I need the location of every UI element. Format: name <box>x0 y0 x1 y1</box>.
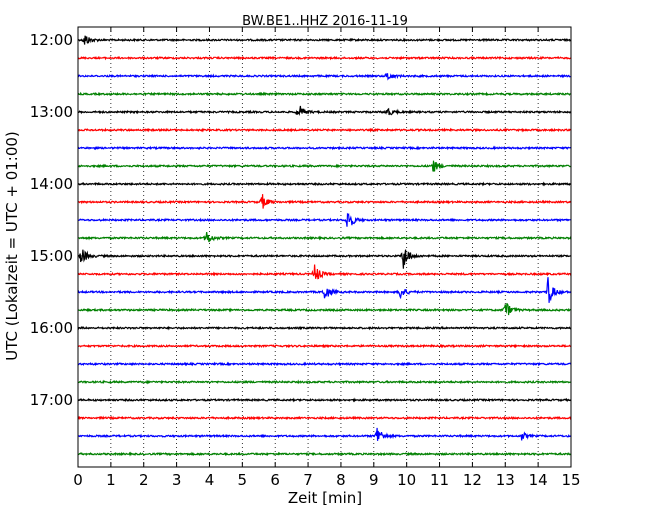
x-tick-label: 1 <box>106 471 116 489</box>
trace-1430 <box>77 212 572 227</box>
x-tick-label: 2 <box>139 471 149 489</box>
x-tick-label: 5 <box>238 471 248 489</box>
x-tick-label: 13 <box>496 471 515 489</box>
y-tick-label: 17:00 <box>30 391 73 409</box>
x-tick-label: 9 <box>369 471 379 489</box>
trace-1415 <box>77 194 572 209</box>
x-tick-label: 11 <box>430 471 449 489</box>
trace-1330 <box>77 145 572 151</box>
x-tick-label: 0 <box>73 471 83 489</box>
trace-1345 <box>77 160 572 172</box>
trace-1700 <box>77 397 572 403</box>
trace-1530 <box>77 277 572 303</box>
trace-1215 <box>77 55 572 61</box>
chart-title: BW.BE1..HHZ 2016-11-19 <box>242 14 408 29</box>
x-tick-label: 15 <box>561 471 580 489</box>
x-tick-label: 4 <box>205 471 215 489</box>
x-axis-label: Zeit [min] <box>288 489 362 507</box>
y-tick-label: 16:00 <box>30 319 73 337</box>
trace-1745 <box>77 451 572 457</box>
plot-frame <box>77 26 572 468</box>
x-tick-label: 8 <box>336 471 346 489</box>
y-tick-label: 13:00 <box>30 103 73 121</box>
trace-1715 <box>77 415 572 421</box>
y-tick-label: 15:00 <box>30 247 73 265</box>
trace-1645 <box>77 379 572 385</box>
x-tick-label: 7 <box>303 471 313 489</box>
trace-1315 <box>78 127 572 133</box>
trace-1230 <box>77 72 572 81</box>
y-tick-label: 12:00 <box>30 31 73 49</box>
trace-1600 <box>77 325 572 331</box>
trace-1730 <box>77 427 572 441</box>
trace-1515 <box>77 264 572 280</box>
trace-1200 <box>77 35 572 45</box>
trace-1615 <box>77 343 572 349</box>
trace-1545 <box>78 302 572 316</box>
axes: 0 1 2 3 4 5 6 7 8 9 10 11 12 13 14 1512:0013:0014:0015:… <box>30 26 581 489</box>
y-tick-label: 14:00 <box>30 175 73 193</box>
trace-1300 <box>77 105 572 117</box>
y-axis-label: UTC (Lokalzeit = UTC + 01:00) <box>3 131 21 361</box>
trace-1630 <box>77 361 572 367</box>
x-tick-label: 3 <box>172 471 182 489</box>
trace-1500 <box>77 249 572 269</box>
x-tick-label: 10 <box>397 471 416 489</box>
x-tick-label: 12 <box>463 471 482 489</box>
trace-1400 <box>77 181 572 187</box>
trace-1445 <box>77 232 572 243</box>
trace-1245 <box>77 91 572 97</box>
x-tick-label: 14 <box>529 471 548 489</box>
x-tick-label: 6 <box>270 471 280 489</box>
vertical-grid <box>110 27 539 467</box>
trace-group <box>77 35 572 457</box>
